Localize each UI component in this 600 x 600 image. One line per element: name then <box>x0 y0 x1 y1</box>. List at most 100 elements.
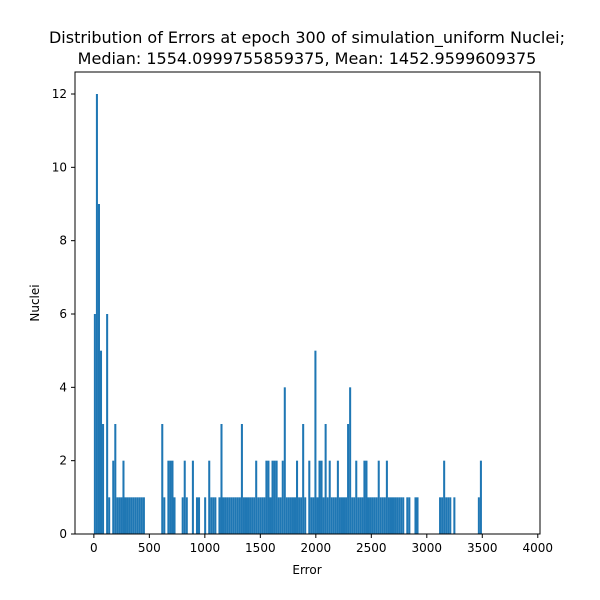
histogram-bar <box>102 424 105 534</box>
histogram-bar <box>392 497 395 534</box>
histogram-bar <box>365 460 368 534</box>
y-tick-label: 10 <box>52 160 67 174</box>
histogram-bar <box>326 497 329 534</box>
histogram-bar <box>308 460 311 534</box>
histogram-bar <box>185 497 188 534</box>
histogram-bar <box>375 497 378 534</box>
chart-title-line-1: Distribution of Errors at epoch 300 of s… <box>49 28 565 48</box>
x-tick-label: 3000 <box>412 541 443 555</box>
histogram-bar <box>226 497 229 534</box>
y-tick-label: 12 <box>52 87 67 101</box>
histogram-bar <box>347 424 350 534</box>
histogram-bar <box>142 497 145 534</box>
histogram-bar <box>445 497 448 534</box>
histogram-bar <box>167 460 170 534</box>
histogram-bar <box>377 460 380 534</box>
histogram-bar <box>283 387 286 534</box>
histogram-bar <box>134 497 137 534</box>
histogram-bar <box>214 497 217 534</box>
histogram-bar <box>381 497 384 534</box>
histogram-bar <box>373 497 376 534</box>
histogram-bar <box>304 497 307 534</box>
histogram-bar <box>281 460 284 534</box>
histogram-bar <box>479 460 482 534</box>
y-tick-label: 0 <box>59 527 67 541</box>
x-tick-label: 1500 <box>245 541 276 555</box>
histogram-bar <box>108 497 111 534</box>
histogram-bar <box>291 497 294 534</box>
histogram-bar <box>124 497 127 534</box>
histogram-bar <box>296 460 299 534</box>
histogram-bar <box>453 497 456 534</box>
histogram-bar <box>338 497 341 534</box>
chart-title-line-2: Median: 1554.0999755859375, Mean: 1452.9… <box>78 49 537 68</box>
histogram-bar <box>414 497 417 534</box>
histogram-bar <box>232 497 235 534</box>
histogram-bar <box>398 497 401 534</box>
histogram-bar <box>95 94 98 534</box>
histogram-bar <box>257 497 260 534</box>
histogram-bar <box>379 497 382 534</box>
histogram-bar <box>447 497 450 534</box>
histogram-bar <box>289 497 292 534</box>
histogram-bar <box>449 497 452 534</box>
histogram-bar <box>132 497 135 534</box>
histogram-bar <box>236 497 239 534</box>
histogram-bar <box>204 497 207 534</box>
histogram-bar <box>114 424 117 534</box>
histogram-bar <box>212 497 215 534</box>
histogram-bar <box>371 497 374 534</box>
histogram-bar <box>277 497 280 534</box>
histogram-bar <box>269 497 272 534</box>
histogram-bar <box>389 497 392 534</box>
histogram-bar <box>353 497 356 534</box>
histogram-bar <box>363 460 366 534</box>
histogram-bar <box>342 497 346 534</box>
histogram-bar <box>116 497 119 534</box>
y-tick-label: 8 <box>59 234 67 248</box>
x-tick-label: 4000 <box>523 541 554 555</box>
histogram-bar <box>406 497 409 534</box>
histogram-bar <box>140 497 143 534</box>
histogram-bar <box>336 460 339 534</box>
histogram-bar <box>247 497 250 534</box>
histogram-bar <box>477 497 480 534</box>
histogram-bar <box>332 497 335 534</box>
y-tick-label: 6 <box>59 307 67 321</box>
histogram-bar <box>361 497 364 534</box>
histogram-bar <box>312 497 315 534</box>
x-tick-label: 2500 <box>356 541 387 555</box>
histogram-bar <box>369 497 372 534</box>
histogram-bar <box>218 497 221 534</box>
histogram-bar <box>97 204 100 534</box>
histogram-bar <box>118 497 121 534</box>
x-tick-label: 1000 <box>190 541 221 555</box>
histogram-bar <box>408 497 411 534</box>
histogram-bar <box>242 497 245 534</box>
histogram-bar <box>161 424 164 534</box>
histogram-bar <box>359 497 362 534</box>
histogram-bar <box>357 497 360 534</box>
histogram-bar <box>400 497 403 534</box>
histogram-bar <box>208 460 211 534</box>
histogram-bar <box>220 424 223 534</box>
histogram-bar <box>328 460 331 534</box>
histogram-bar <box>240 424 243 534</box>
histogram-bar <box>253 497 256 534</box>
histogram-bar <box>238 497 241 534</box>
histogram-bar <box>287 497 290 534</box>
histogram-bar <box>210 497 213 534</box>
histogram-bar <box>302 424 305 534</box>
histogram-bar <box>367 497 370 534</box>
histogram-bar <box>106 314 109 534</box>
histogram-bar <box>249 497 252 534</box>
histogram-bar <box>340 497 343 534</box>
histogram-bar <box>416 497 419 534</box>
histogram-bar <box>255 460 258 534</box>
histogram-bar <box>298 497 301 534</box>
histogram-bar <box>324 424 327 534</box>
histogram-bar <box>441 497 444 534</box>
x-tick-label: 0 <box>90 541 98 555</box>
histogram-bar <box>126 497 129 534</box>
